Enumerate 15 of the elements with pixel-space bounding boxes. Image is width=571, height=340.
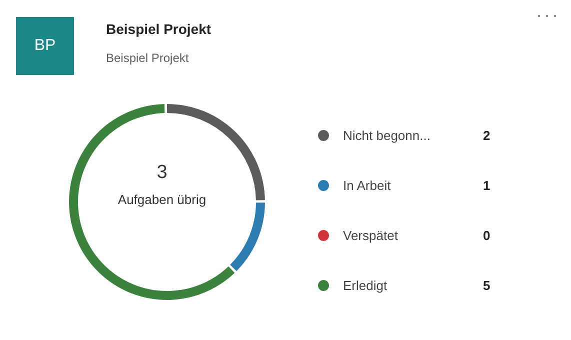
- avatar: BP: [16, 17, 74, 75]
- data-label: 5: [483, 278, 490, 292]
- text: 0: [483, 228, 490, 242]
- legend-label: In Arbeit: [343, 178, 392, 192]
- legend-label: Nicht begonn...: [343, 128, 432, 142]
- data-label: 2: [483, 128, 490, 142]
- donut-slice: [69, 104, 235, 300]
- text: Aufgaben übrig: [116, 192, 208, 207]
- chart-title: Beispiel Projekt: [106, 21, 212, 37]
- donut-slice: [230, 202, 265, 272]
- chart-subtitle: Beispiel Projekt: [106, 51, 189, 65]
- legend-label: Erledigt: [343, 278, 388, 292]
- text: 3: [156, 162, 168, 184]
- data-label: 1: [483, 178, 490, 192]
- legend-label: Verspätet: [343, 228, 399, 242]
